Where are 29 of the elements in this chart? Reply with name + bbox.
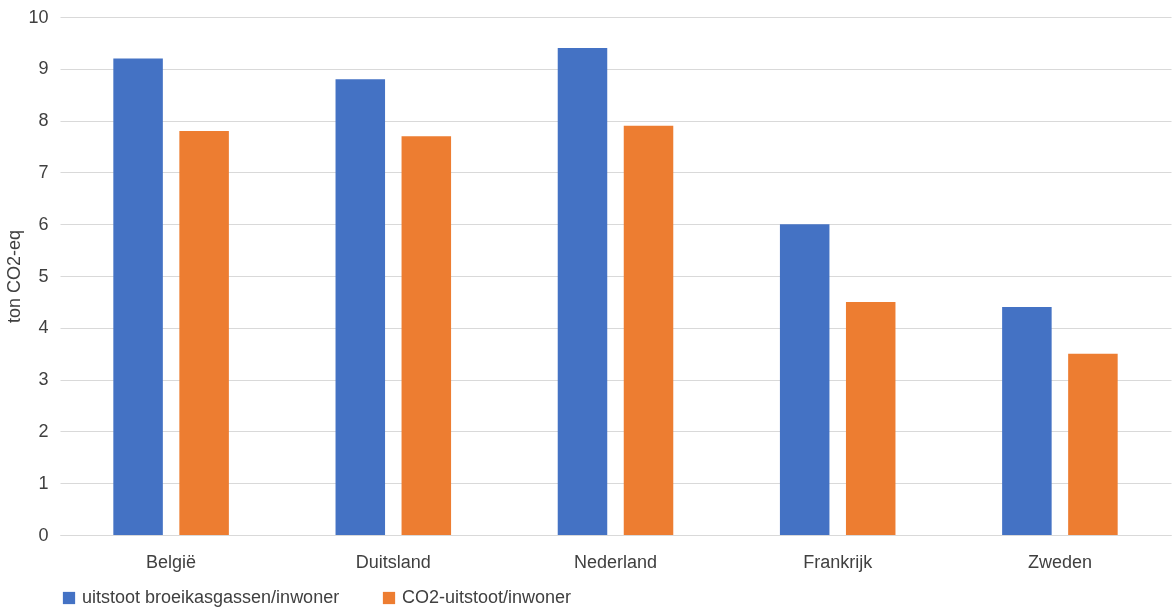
y-tick-label: 5 [38,265,49,286]
bar [623,125,674,535]
bar [557,48,608,535]
x-tick-label: Duitsland [355,551,431,572]
x-tick-label: Zweden [1027,551,1092,572]
y-tick-label: 2 [38,420,49,441]
bar [113,58,163,535]
bar [335,79,386,535]
y-axis-title: ton CO2-eq [4,229,25,324]
x-tick-label: Nederland [573,551,658,572]
bar [179,130,229,535]
y-tick-label: 0 [38,524,49,545]
bar [1068,353,1118,535]
legend-label: uitstoot broeikasgassen/inwoner [82,587,340,607]
y-tick-label: 10 [28,6,49,27]
bar [845,301,896,535]
y-tick-label: 3 [38,369,49,390]
y-tick-label: 4 [38,317,49,338]
y-tick-label: 9 [38,58,49,79]
y-tick-label: 7 [38,161,49,182]
y-tick-label: 6 [38,213,49,234]
y-tick-label: 1 [38,472,49,493]
y-tick-label: 8 [38,110,49,131]
bar [401,136,452,535]
bar [779,224,830,535]
x-tick-label: België [146,551,197,572]
legend-label: CO2-uitstoot/inwoner [402,587,572,607]
x-tick-label: Frankrijk [803,551,874,572]
bar [1002,307,1052,535]
